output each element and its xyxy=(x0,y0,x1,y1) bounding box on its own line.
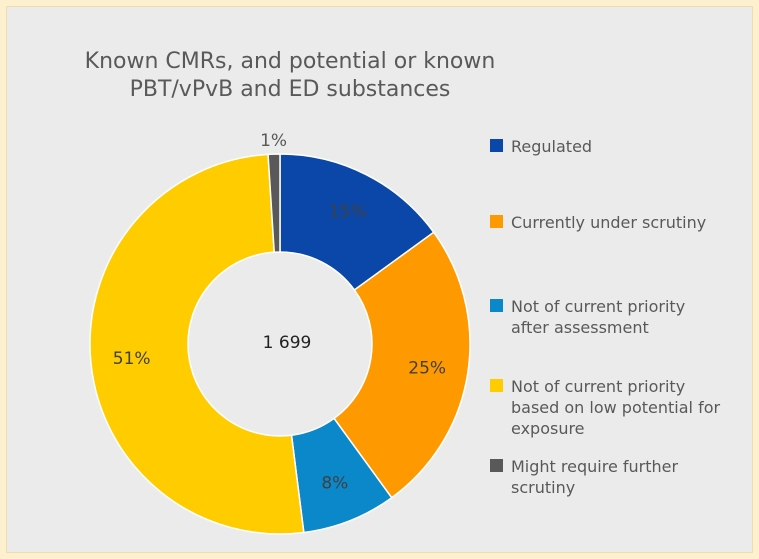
donut-data-labels: 15% 25% 8% 51% 1% xyxy=(113,131,446,493)
donut-slice-4 xyxy=(89,153,305,535)
donut-slice-5 xyxy=(267,153,281,253)
center-total-label: 1 699 xyxy=(263,333,312,353)
data-label-5: 1% xyxy=(260,131,287,151)
chart-title-line-2: PBT/vPvB and ED substances xyxy=(129,77,451,102)
data-label-3: 8% xyxy=(321,474,348,494)
donut-slice-2 xyxy=(333,231,471,499)
chart-title-line-1: Known CMRs, and potential or known xyxy=(84,49,496,74)
chart-title: Known CMRs, and potential or known PBT/v… xyxy=(0,48,580,104)
donut-slice-1 xyxy=(279,153,435,291)
data-label-1: 15% xyxy=(329,202,367,222)
data-label-4: 51% xyxy=(113,349,151,369)
data-label-2: 25% xyxy=(408,358,446,378)
donut-slices xyxy=(89,153,471,535)
